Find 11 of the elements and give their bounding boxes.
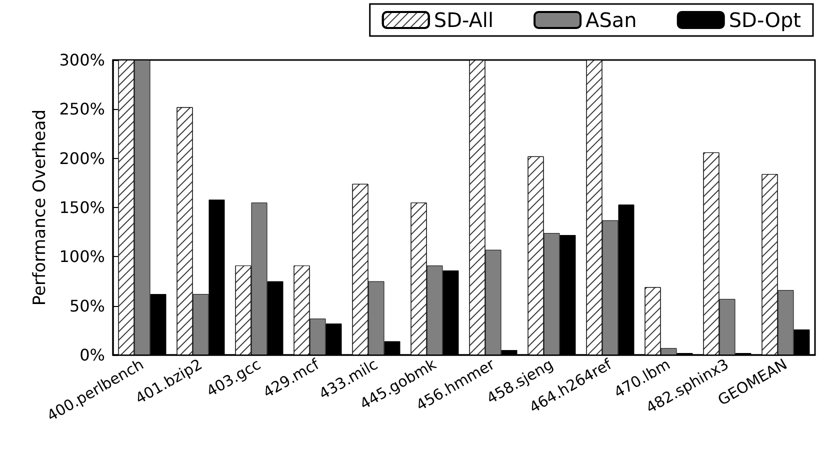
legend-label: SD-Opt (728, 8, 802, 32)
legend-label: SD-All (434, 8, 494, 32)
y-tick-label: 200% (59, 148, 105, 168)
y-tick-label: 250% (59, 100, 105, 119)
y-axis-title: Performance Overhead (30, 109, 50, 306)
y-tick-label: 150% (59, 198, 105, 217)
y-tick-label: 100% (59, 247, 105, 266)
y-tick-label: 0% (80, 346, 105, 364)
legend-label: ASan (586, 8, 637, 32)
y-tick-label: 300% (59, 50, 105, 70)
y-tick-label: 50% (69, 296, 105, 316)
